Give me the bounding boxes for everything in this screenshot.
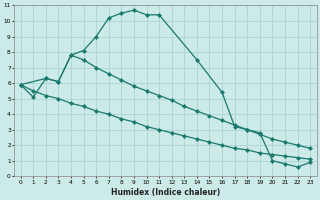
X-axis label: Humidex (Indice chaleur): Humidex (Indice chaleur) xyxy=(111,188,220,197)
